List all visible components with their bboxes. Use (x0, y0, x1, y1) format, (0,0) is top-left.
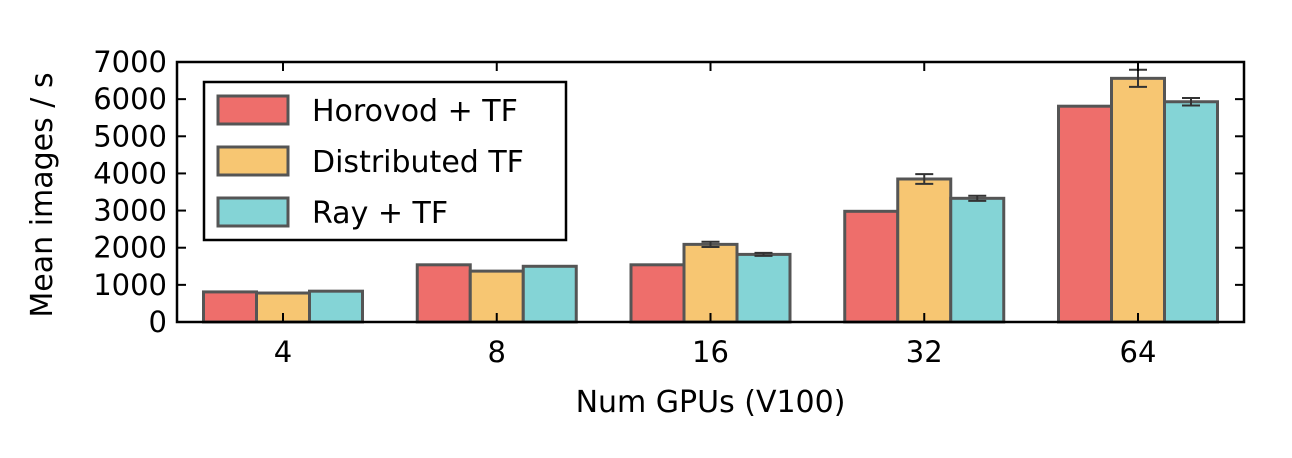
bar-horovod-tf-64 (1057, 104, 1113, 324)
bar-ray-tf-32 (949, 196, 1006, 324)
plot-frame (175, 60, 1246, 324)
legend-label-2: Ray + TF (312, 196, 448, 231)
bar-horovod-tf-16 (629, 263, 686, 324)
y-tick-label: 4000 (93, 156, 167, 190)
y-tick-label: 6000 (93, 82, 167, 116)
bar-ray-tf-4 (308, 289, 364, 324)
error-bar-distributed-tf-16 (701, 240, 720, 248)
legend: Horovod + TF Distributed TF Ray + TF (202, 80, 568, 242)
bar-ray-tf-16 (735, 252, 792, 324)
y-tick-label: 1000 (93, 268, 167, 302)
error-bars-layer (701, 68, 1200, 257)
legend-label-0: Horovod + TF (312, 94, 518, 129)
bar-horovod-tf-32 (843, 209, 900, 324)
y-tick-label: 7000 (93, 45, 167, 79)
x-axis-label: Num GPUs (V100) (576, 385, 846, 420)
bar-distributed-tf-32 (896, 177, 953, 324)
y-tick-label: 3000 (93, 194, 167, 228)
bar-ray-tf-64 (1163, 100, 1219, 324)
bar-distributed-tf-16 (682, 242, 739, 324)
error-bar-distributed-tf-32 (915, 173, 934, 185)
y-tick-label: 5000 (93, 119, 167, 153)
legend-label-1: Distributed TF (312, 145, 524, 180)
x-axis-ticks: 4 8 16 32 64 (274, 62, 1157, 369)
x-tick-label-8: 8 (488, 335, 506, 369)
x-tick-label-64: 64 (1120, 335, 1157, 369)
error-bar-ray-tf-16 (754, 251, 773, 257)
legend-swatch-0 (216, 94, 290, 126)
bar-horovod-tf-4 (202, 290, 258, 324)
y-axis-label: Mean images / s (25, 72, 60, 317)
error-bar-ray-tf-64 (1182, 97, 1200, 107)
legend-swatch-2 (216, 196, 290, 228)
y-tick-label: 2000 (93, 231, 167, 265)
legend-swatch-1 (216, 145, 290, 177)
x-tick-label-32: 32 (906, 335, 943, 369)
error-bar-ray-tf-32 (968, 194, 987, 202)
y-tick-label: 0 (149, 305, 167, 339)
bar-horovod-tf-8 (415, 263, 472, 324)
x-tick-label-16: 16 (692, 335, 729, 369)
x-tick-label-4: 4 (274, 335, 292, 369)
bar-ray-tf-8 (521, 264, 578, 324)
bar-distributed-tf-64 (1110, 76, 1166, 324)
